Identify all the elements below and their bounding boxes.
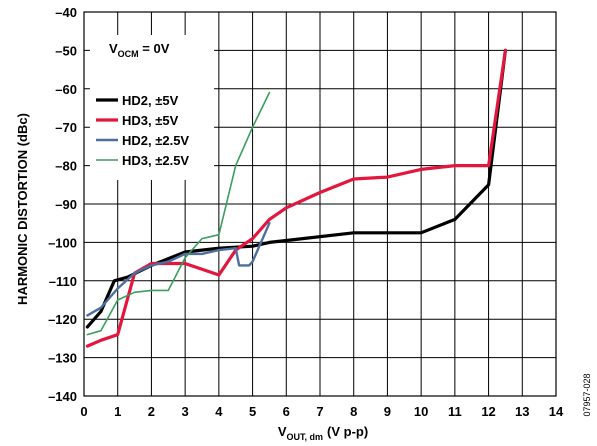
x-tick-label: 14 [549,404,564,419]
y-tick-label: –110 [49,274,77,289]
series-lines [85,48,507,348]
x-axis-label: VOUT, dm (V p-p) [278,424,368,442]
y-tick-label: –40 [55,5,77,20]
x-tick-label: 2 [148,404,155,419]
legend-label: HD3, ±5V [122,113,179,128]
legend-label: HD2, ±2.5V [122,133,189,148]
x-tick-label: 5 [249,404,256,419]
y-tick-label: –130 [48,351,77,366]
x-tick-label: 8 [350,404,357,419]
vocm-v: V [109,41,118,56]
y-tick-label: –80 [55,159,77,174]
x-tick-label: 7 [316,404,323,419]
y-axis-label: HARMONIC DISTORTION (dBc) [15,113,30,305]
series-line-3 [86,221,271,317]
y-tick-label: –100 [48,235,77,250]
x-tick-label: 11 [448,404,462,419]
figure-id: 07957-028 [582,373,592,416]
y-tick-labels: –40 –50 –60 –70 –80 –90 –100 –110 –120 –130 –140 [48,5,77,404]
x-tick-label: 12 [481,404,495,419]
x-axis-label-sub: OUT, dm [287,432,324,442]
y-tick-label: –70 [55,120,77,135]
x-axis-label-unit: (V p-p) [327,424,368,439]
legend-box [90,35,214,180]
legend-label: HD2, ±5V [122,93,179,108]
y-tick-label: –60 [55,82,77,97]
legend-label: HD3, ±2.5V [122,153,189,168]
x-tick-label: 1 [114,404,121,419]
plot-frame [83,11,557,397]
vocm-subscript: OCM [118,49,139,59]
y-tick-label: –120 [48,312,77,327]
vocm-annotation: VOCM = 0V [109,41,170,59]
x-tick-labels: 0 1 2 3 4 5 6 7 8 9 10 11 12 13 14 [80,404,564,419]
series-line-1 [85,48,507,329]
y-tick-label: –50 [55,43,77,58]
x-tick-label: 13 [515,404,529,419]
y-tick-label: –140 [48,389,77,404]
x-tick-label: 3 [182,404,189,419]
vocm-value: = 0V [139,41,170,56]
x-tick-label: 0 [80,404,87,419]
x-tick-label: 9 [384,404,391,419]
series-line-2 [85,48,507,348]
x-tick-label: 6 [283,404,290,419]
x-tick-label: 4 [215,404,223,419]
grid [83,11,557,397]
y-tick-label: –90 [55,197,77,212]
legend: HD2, ±5V HD3, ±5V HD2, ±2.5V HD3, ±2.5V [96,93,189,168]
x-axis-label-main: V [278,424,287,439]
series-line-4 [86,91,271,336]
x-tick-label: 10 [414,404,428,419]
